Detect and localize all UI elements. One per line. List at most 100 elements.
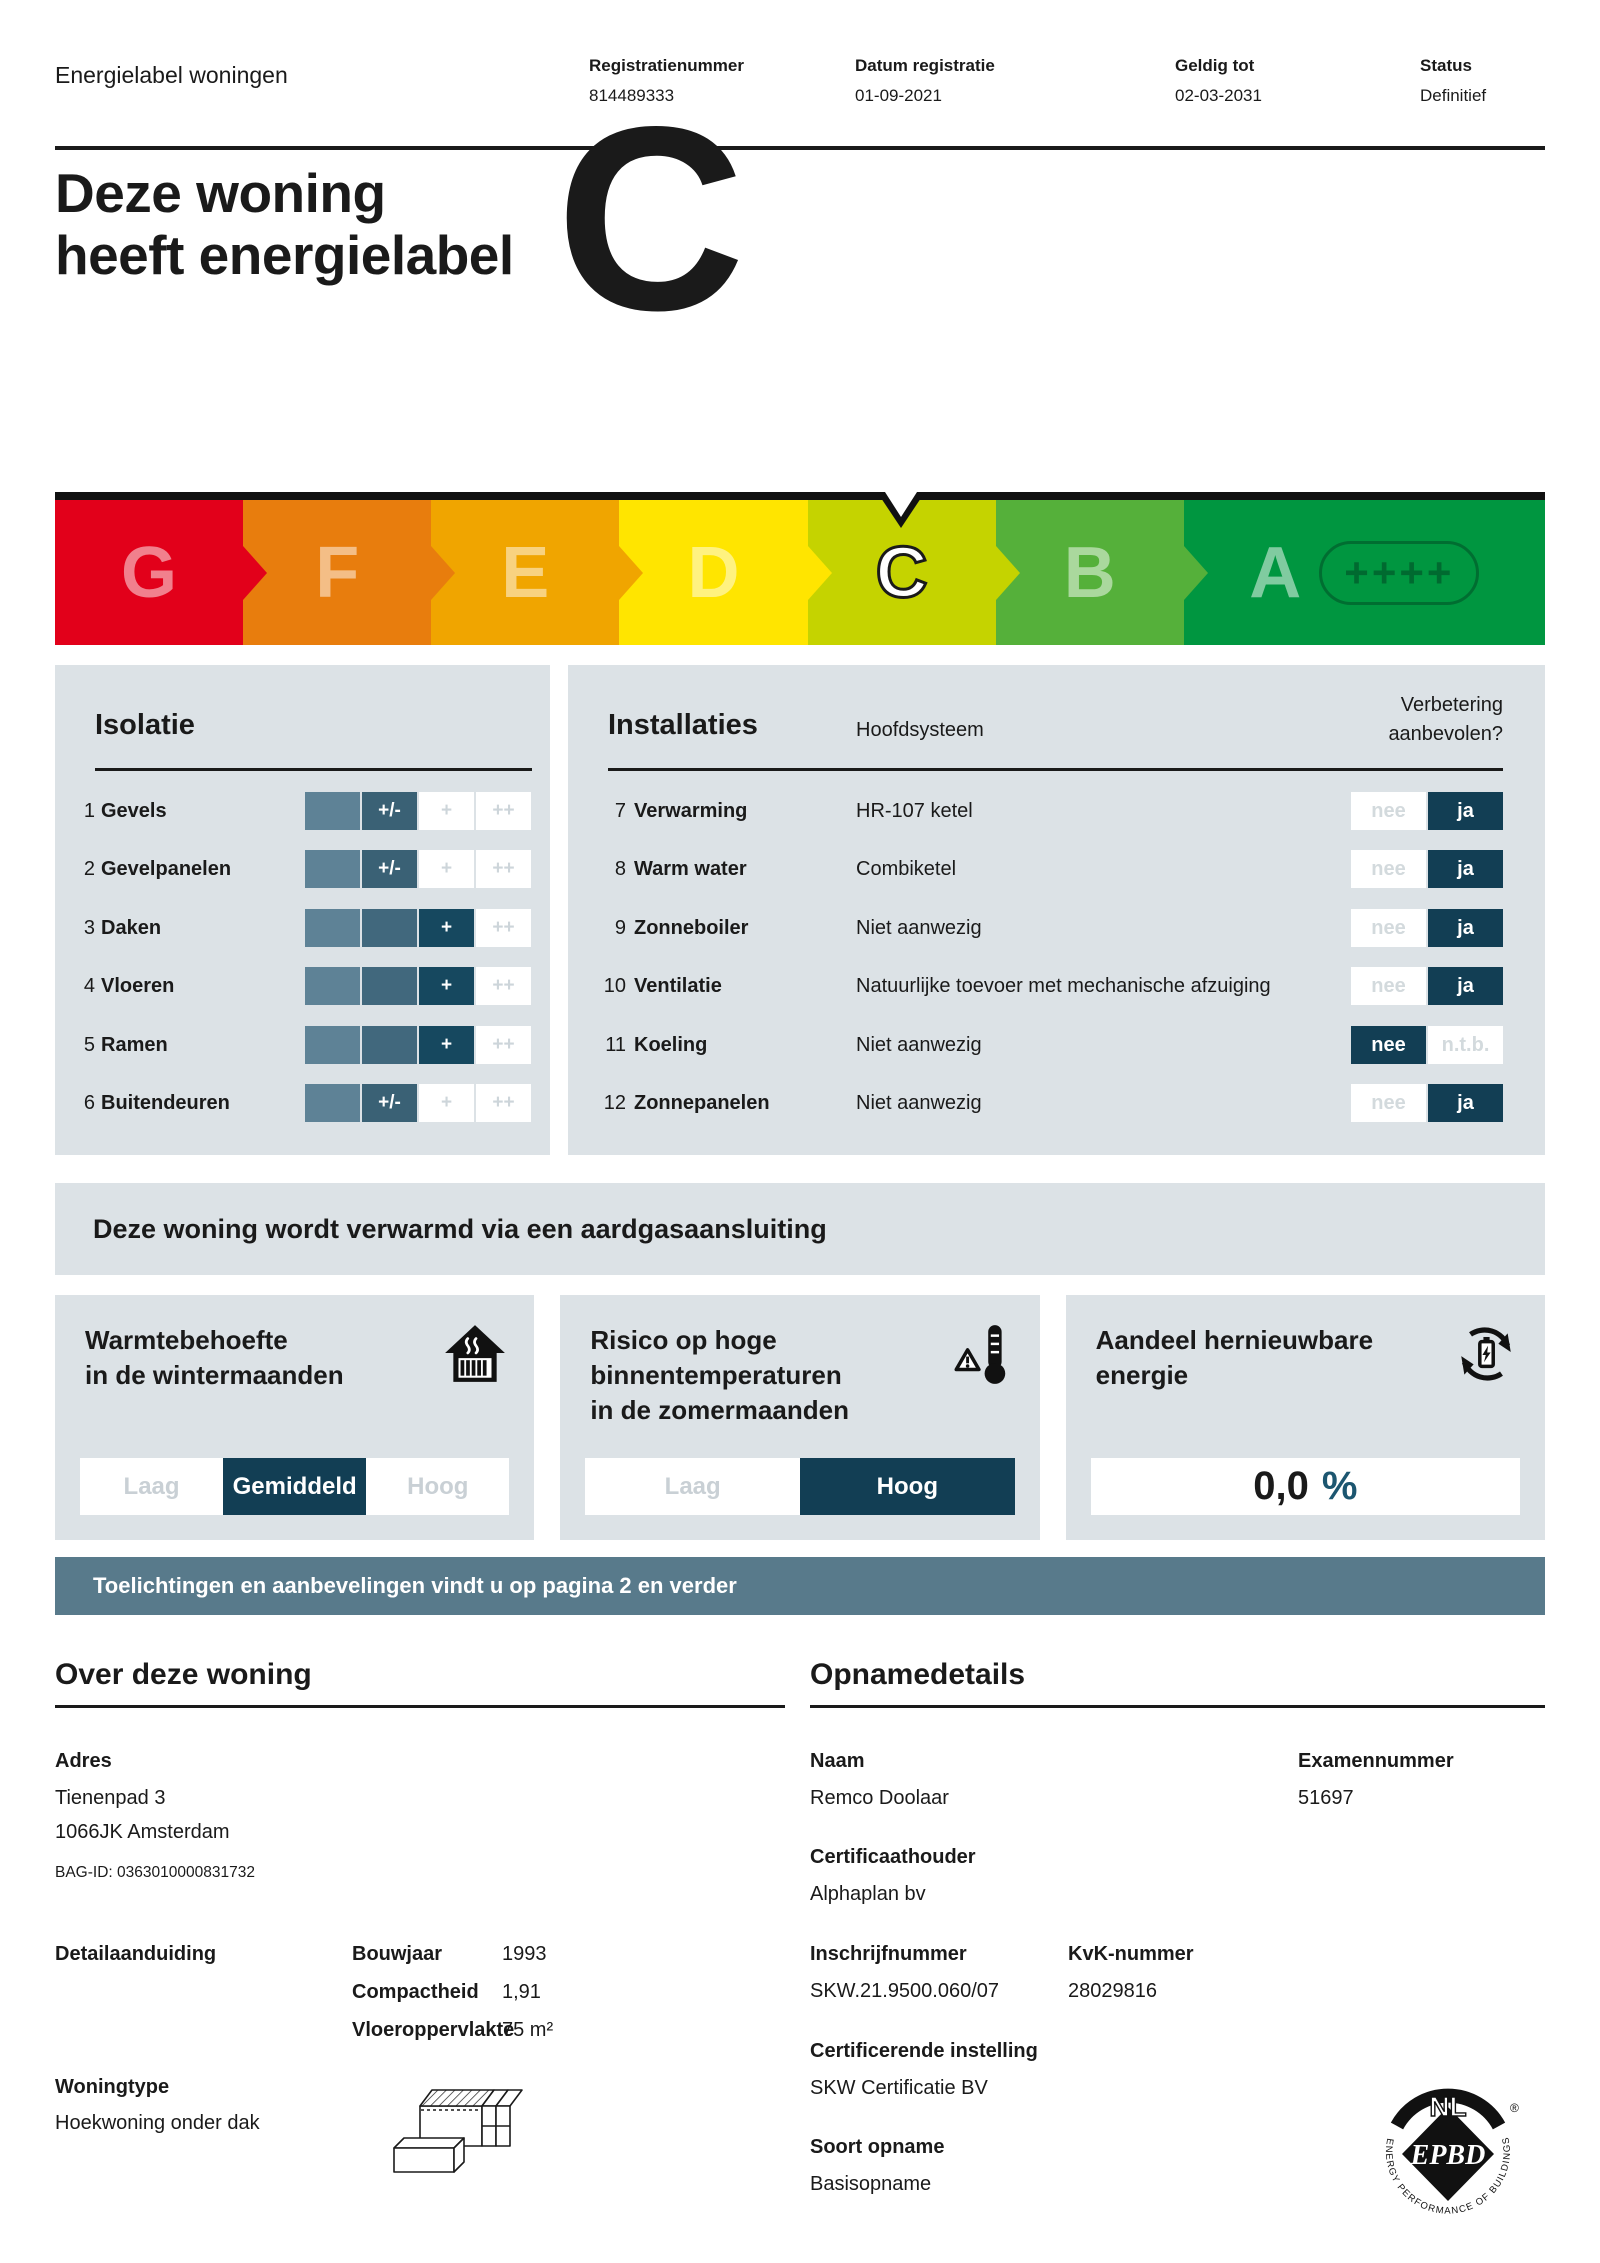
rating-cell (305, 850, 360, 888)
row-label: Vloeren (101, 975, 175, 997)
row-system: HR-107 ketel (856, 800, 973, 822)
isolatie-row-gevelpanelen: 2 Gevelpanelen +/- + ++ (55, 850, 550, 888)
segment-letter-current: C (874, 531, 929, 614)
percentage-unit: % (1321, 1464, 1358, 1508)
level-indicator: Laag Gemiddeld Hoog (80, 1458, 510, 1515)
field-label: Status (1420, 56, 1472, 75)
advice-nee: nee (1351, 1026, 1426, 1064)
rating-cell: ++ (476, 792, 531, 830)
segment-letter: E (501, 532, 550, 613)
rating-cells: +/- + ++ (305, 792, 531, 830)
rating-cell (305, 909, 360, 947)
advice-toggle: nee ja (1351, 909, 1503, 947)
scale-segment-d: D (619, 500, 808, 645)
renewable-share-value: 0,0 % (1090, 1458, 1520, 1515)
installatie-row-zonneboiler: 9 Zonneboiler Niet aanwezig nee ja (568, 909, 1545, 947)
bag-id: BAG-ID: 0363010000831732 (55, 1864, 255, 1881)
verbetering-line1: Verbetering (1400, 694, 1503, 716)
page-title-line1: Deze woning (55, 162, 386, 224)
rating-cell: +/- (362, 792, 417, 830)
kvk-value: 28029816 (1068, 1980, 1157, 2002)
certificaathouder-value: Alphaplan bv (810, 1883, 926, 1905)
soort-opname-label: Soort opname (810, 2136, 945, 2158)
advice-ja: ja (1428, 1084, 1503, 1122)
advice-nee: nee (1351, 792, 1426, 830)
header-field-registratienummer: Registratienummer 814489333 (589, 56, 744, 106)
rating-cells: +/- + ++ (305, 1084, 531, 1122)
document-title: Energielabel woningen (55, 62, 288, 88)
installatie-row-zonnepanelen: 12 Zonnepanelen Niet aanwezig nee ja (568, 1084, 1545, 1122)
row-label: Buitendeuren (101, 1092, 230, 1114)
rating-cell (305, 792, 360, 830)
advice-nee: nee (1351, 967, 1426, 1005)
epbd-seal: ENERGY PERFORMANCE OF BUILDINGS DIRECTIV… (1372, 2078, 1519, 2217)
row-label: Daken (101, 917, 162, 939)
page-title: Deze woning heeft energielabel (55, 162, 514, 286)
rating-cell: ++ (476, 1026, 531, 1064)
indicator-boxes: Warmtebehoefte in de wintermaanden Laag (55, 1295, 1545, 1540)
gas-heating-text: Deze woning wordt verwarmd via een aardg… (93, 1213, 827, 1244)
instelling-value: SKW Certificatie BV (810, 2077, 988, 2099)
level-laag: Laag (585, 1458, 800, 1515)
adres-line1: Tienenpad 3 (55, 1787, 166, 1809)
field-value: 02-03-2031 (1175, 86, 1262, 105)
rating-cell: ++ (476, 850, 531, 888)
opnamedetails-divider (810, 1705, 1545, 1708)
scale-segment-b: B (995, 500, 1184, 645)
over-woning-divider (55, 1705, 785, 1708)
isolatie-row-daken: 3 Daken + ++ (55, 909, 550, 947)
advice-toggle: nee ja (1351, 792, 1503, 830)
warmtebehoefte-box: Warmtebehoefte in de wintermaanden Laag (55, 1295, 535, 1540)
naam-label: Naam (810, 1750, 865, 1772)
row-number: 5 (83, 1034, 95, 1056)
level-hoog: Hoog (366, 1458, 510, 1515)
isolatie-panel: Isolatie 1 Gevels +/- + ++ 2 Gevelpanele… (55, 665, 550, 1155)
rating-cell: + (419, 1026, 474, 1064)
box-title: Aandeel hernieuwbare energie (1096, 1323, 1373, 1393)
verbetering-line2: aanbevolen? (1388, 723, 1503, 745)
box-title: Warmtebehoefte in de wintermaanden (85, 1323, 344, 1393)
rating-cells: + ++ (305, 1026, 531, 1064)
woningtype-value: Hoekwoning onder dak (55, 2112, 260, 2134)
isolatie-row-vloeren: 4 Vloeren + ++ (55, 967, 550, 1005)
header-divider (55, 146, 1545, 150)
box-title: Risico op hoge binnentemperaturen in de … (590, 1323, 849, 1428)
risico-binnentemperatuur-box: Risico op hoge binnentemperaturen in de … (560, 1295, 1040, 1540)
rating-cell: + (419, 850, 474, 888)
house-heating-icon (445, 1325, 506, 1382)
row-label: Zonneboiler (634, 917, 749, 939)
rating-cells: + ++ (305, 967, 531, 1005)
rating-cell: + (419, 967, 474, 1005)
box-title-line: in de zomermaanden (590, 1395, 849, 1425)
segment-letter: D (687, 532, 740, 613)
adres-line2: 1066JK Amsterdam (55, 1821, 230, 1843)
rating-cell: +/- (362, 850, 417, 888)
advice-ja: ja (1428, 792, 1503, 830)
over-woning-heading: Over deze woning (55, 1658, 312, 1691)
row-label: Ventilatie (634, 975, 722, 997)
thermometer-alert-icon (954, 1325, 1005, 1384)
advice-ntb: n.t.b. (1428, 1026, 1503, 1064)
installatie-row-koeling: 11 Koeling Niet aanwezig nee n.t.b. (568, 1026, 1545, 1064)
segment-letter: F (315, 532, 360, 613)
rating-cells: + ++ (305, 909, 531, 947)
page-title-line2: heeft energielabel (55, 224, 514, 286)
row-system: Niet aanwezig (856, 1092, 982, 1114)
segment-letter: B (1063, 532, 1116, 613)
certificaathouder-label: Certificaathouder (810, 1846, 976, 1868)
bouwjaar-label: Bouwjaar (352, 1943, 443, 1965)
advice-ja: ja (1428, 909, 1503, 947)
row-number: 3 (83, 917, 95, 939)
row-number: 6 (83, 1092, 95, 1114)
inschrijfnummer-label: Inschrijfnummer (810, 1943, 967, 1965)
soort-opname-value: Basisopname (810, 2173, 932, 2195)
segment-letter: A (1249, 532, 1302, 613)
isolatie-row-buitendeuren: 6 Buitendeuren +/- + ++ (55, 1084, 550, 1122)
bouwjaar-value: 1993 (502, 1943, 547, 1965)
installaties-divider (608, 768, 1503, 771)
page-note-text: Toelichtingen en aanbevelingen vindt u o… (93, 1573, 737, 1598)
scale-segment-f: F (243, 500, 432, 645)
installaties-panel: Installaties Hoofdsysteem Verbetering aa… (568, 665, 1545, 1155)
row-number: 8 (614, 858, 626, 880)
